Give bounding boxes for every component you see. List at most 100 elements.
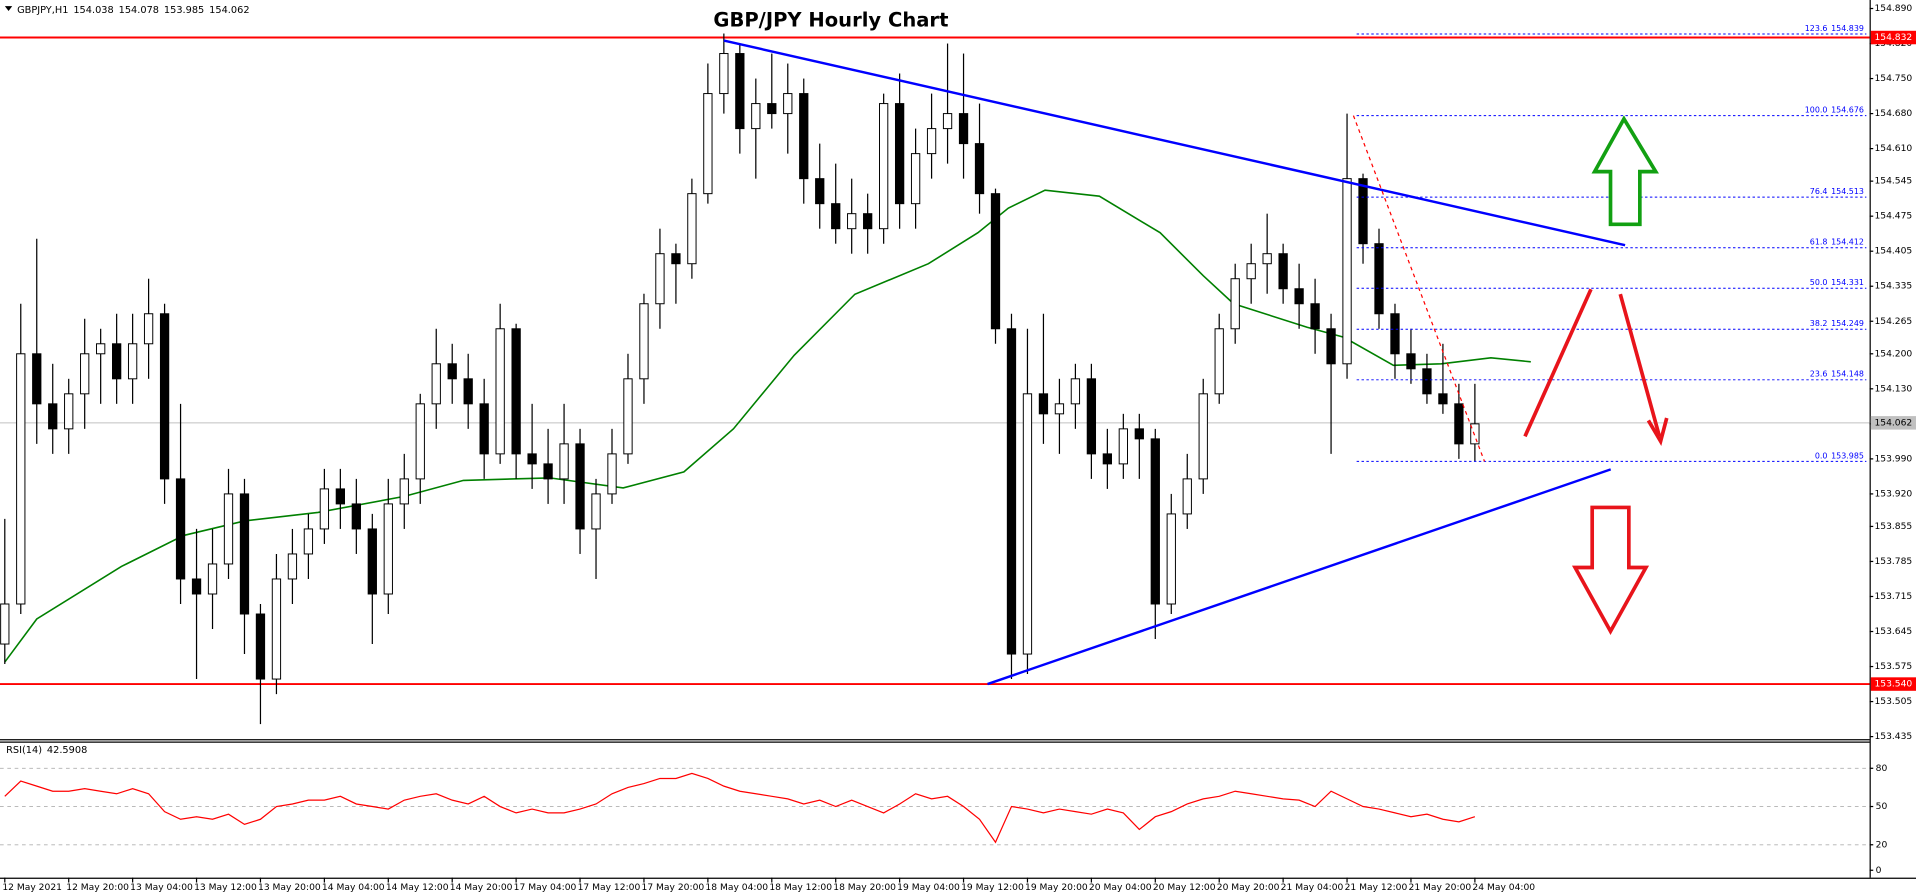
candle-body [64,393,74,430]
candle-body [1342,178,1352,365]
x-tick-label: 14 May 20:00 [450,882,513,893]
fib-label: 38.2 154.249 [1810,319,1864,328]
candle-body [1454,403,1464,445]
candle-body [1246,263,1256,280]
x-tick-label: 21 May 20:00 [1409,882,1472,893]
x-tick-label: 19 May 12:00 [961,882,1024,893]
candle-body [1294,288,1304,305]
x-tick-label: 24 May 04:00 [1472,882,1535,893]
scenario-line [1523,288,1593,438]
candle-body [1086,378,1097,455]
y-tick-label: 154.610 [1874,143,1912,154]
candle-body [671,253,681,265]
candle-body [910,153,921,205]
x-tick-label: 20 May 04:00 [1089,882,1152,893]
x-tick-label: 21 May 04:00 [1281,882,1344,893]
candle-body [191,578,202,595]
x-tick-label: 17 May 04:00 [514,882,577,893]
fib-ratio: 76.4 [1810,187,1828,196]
candle-body [1038,393,1049,415]
fib-label: 123.6 154.839 [1805,23,1864,32]
candle-body [351,503,361,530]
fib-ratio: 0.0 [1815,451,1828,460]
y-tick-label: 153.645 [1874,626,1912,637]
candle-body [287,553,298,580]
x-tick-label: 14 May 12:00 [386,882,449,893]
x-tick-label: 13 May 12:00 [194,882,257,893]
candle-body [703,93,713,195]
candle-body [1358,178,1368,245]
candle-body [958,113,969,145]
header-open: 154.038 [73,5,113,16]
candle-body [239,493,250,615]
x-tick-label: 13 May 20:00 [258,882,321,893]
candle-body [112,343,122,380]
rsi-tick-label: 0 [1876,865,1882,876]
candle-body [80,353,90,395]
x-tick-label: 12 May 20:00 [66,882,129,893]
candle-body [383,503,393,595]
fib-label: 76.4 154.513 [1810,187,1864,196]
candle-body [16,353,26,605]
candle-body [894,103,905,205]
x-tick-label: 19 May 20:00 [1025,882,1088,893]
candle-body [1374,243,1384,315]
candle-body [639,303,649,380]
candle-body [623,378,633,455]
chart-header: GBPJPY,H1 154.038 154.078 153.985 154.062 [17,5,249,16]
candle-body [0,603,10,645]
candle-body [1278,253,1288,290]
down-arrow [1571,505,1650,636]
candle-body [767,103,777,115]
candle-body [255,613,266,680]
y-tick-label: 154.890 [1874,3,1912,14]
candle-body [271,578,282,680]
candle-body [974,143,985,195]
x-tick-label: 18 May 12:00 [769,882,832,893]
candle-body [223,493,234,565]
candle-body [831,203,841,230]
candle-body [735,53,745,130]
candle-body [1102,453,1113,465]
candle-body [751,103,761,130]
y-tick-label: 153.990 [1874,453,1912,464]
candle-body [495,328,505,455]
candle-body [847,213,857,230]
candles [0,33,1480,725]
fib-ratio: 50.0 [1810,278,1828,287]
candle-body [48,403,58,430]
y-tick-label: 153.575 [1874,661,1912,672]
y-tick-label: 153.785 [1874,556,1912,567]
candle-body [207,563,218,595]
fib-ratio: 23.6 [1810,369,1828,378]
y-tick-label: 153.920 [1874,488,1912,499]
candle-body [1134,428,1144,440]
fib-price: 154.249 [1831,319,1864,328]
lines [0,36,1870,846]
header-icon [4,6,13,12]
fib-price: 154.412 [1831,237,1864,246]
x-tick-label: 18 May 04:00 [705,882,768,893]
up-arrow [1591,115,1659,227]
candle-body [479,403,489,455]
candle-body [990,193,1001,330]
candle-body [1326,328,1336,365]
candle-body [1262,253,1272,265]
fib-price: 154.331 [1831,278,1864,287]
candle-body [1070,378,1081,405]
level-label: 153.540 [1874,679,1912,690]
current-price-box [1870,416,1916,430]
x-tick-label: 19 May 04:00 [897,882,960,893]
candle-body [303,528,314,555]
fib-price: 154.839 [1831,23,1864,32]
candle-body [1422,368,1432,395]
rsi-line [4,772,1476,844]
candle-body [1198,393,1208,480]
y-tick-label: 153.505 [1874,696,1912,707]
candle-body [1470,423,1480,445]
fib-ratio: 38.2 [1810,319,1828,328]
